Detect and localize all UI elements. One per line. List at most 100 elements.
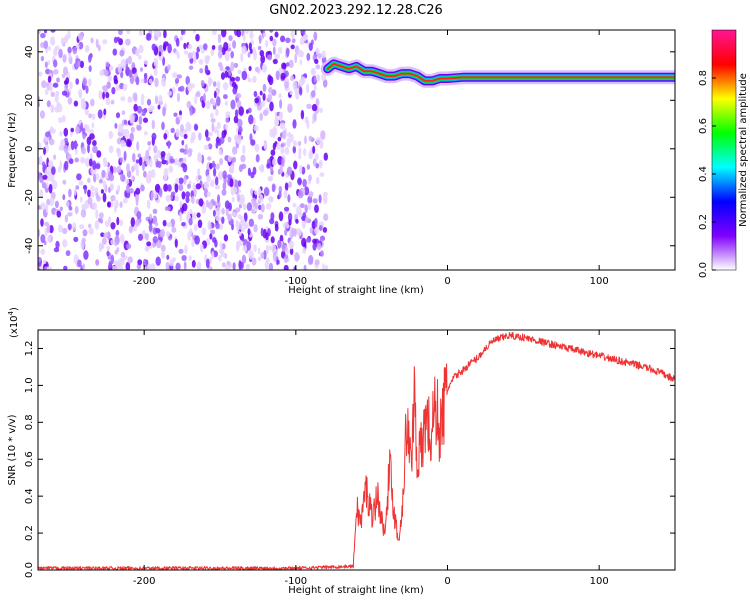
colorbar-label: Normalized spectral amplitude	[738, 73, 749, 227]
spectrogram-noise-blob	[248, 114, 254, 125]
snr-ytick-label: 1.0	[24, 377, 35, 393]
spectrogram-noise-blob	[176, 74, 183, 79]
spectrogram-noise-blob	[143, 170, 147, 178]
spectrogram-noise-blob	[67, 146, 72, 151]
spectrogram-noise-blob	[179, 148, 185, 153]
chart-title: GN02.2023.292.12.28.C26	[269, 3, 443, 18]
spectrogram-noise-blob	[183, 261, 187, 270]
spectrogram-noise-blob	[197, 168, 201, 178]
spectrogram-noise-blob	[161, 121, 165, 131]
spectrogram-noise-blob	[237, 214, 242, 220]
spectrogram-noise-blob	[205, 136, 211, 142]
spectrogram-noise-blob	[127, 55, 132, 65]
spectrogram-noise-blob	[299, 203, 305, 209]
spectrogram-noise-blob	[75, 78, 79, 85]
spectrogram-noise-blob	[254, 143, 260, 153]
spectrogram-noise-blob	[116, 36, 120, 42]
spectrogram-noise-blob	[123, 128, 130, 139]
spectrogram-noise-blob	[40, 218, 44, 227]
spectrogram-noise-blob	[240, 52, 244, 63]
spectrogram-noise-blob	[203, 144, 210, 150]
spectrogram-noise-blob	[72, 222, 77, 232]
spectrogram-noise-blob	[88, 227, 94, 235]
spectrogram-noise-blob	[69, 81, 73, 90]
spectrogram-noise-blob	[311, 118, 315, 124]
spectrogram-noise-blob	[177, 161, 181, 168]
spectrogram-noise-blob	[169, 158, 175, 164]
spectrogram-noise-blob	[298, 147, 302, 157]
spectrogram-noise-blob	[43, 30, 48, 34]
spectrogram-noise-blob	[294, 53, 298, 64]
spectrogram-noise-blob	[160, 251, 165, 259]
spectrogram-noise-blob	[97, 44, 101, 52]
spectrogram-noise-blob	[144, 131, 148, 136]
spectrogram-noise-blob	[175, 262, 181, 270]
spectrogram-noise-blob	[66, 201, 70, 207]
spectrogram-noise-blob	[125, 138, 131, 147]
spectrogram-noise-blob	[315, 153, 319, 161]
spectrogram-noise-blob	[172, 72, 178, 78]
spectrogram-noise-blob	[151, 43, 156, 51]
spectrogram-noise-blob	[288, 181, 292, 188]
spectrogram-noise-blob	[232, 81, 237, 88]
spectrogram-noise-blob	[224, 264, 230, 270]
spectrogram-noise-blob	[39, 189, 44, 198]
spectrogram-noise-blob	[75, 43, 80, 49]
spectrogram-noise-blob	[222, 82, 229, 90]
spectrogram-noise-blob	[142, 161, 145, 171]
spectrogram-noise-blob	[187, 183, 191, 189]
spectrogram-noise-blob	[95, 173, 100, 180]
spectrogram-noise-blob	[196, 261, 202, 270]
spectrogram-noise-blob	[48, 82, 53, 92]
spectrogram-noise-blob	[110, 99, 115, 105]
spectrogram-noise-blob	[253, 125, 259, 132]
spectrogram-noise-blob	[181, 140, 185, 146]
spectrogram-noise-blob	[313, 31, 318, 41]
spectrogram-noise-blob	[236, 193, 241, 202]
spectrogram-noise-blob	[82, 99, 86, 108]
spectrogram-noise-blob	[276, 259, 280, 265]
spectrogram-noise-blob	[322, 194, 328, 205]
spectrogram-noise-blob	[232, 87, 238, 95]
spectrogram-noise-blob	[232, 146, 238, 155]
spectrogram-noise-blob	[49, 126, 54, 133]
spectrogram-noise-blob	[195, 91, 201, 97]
spectrogram-noise-blob	[198, 132, 202, 141]
spectrogram-noise-blob	[265, 232, 269, 241]
spectrogram-noise-blob	[58, 166, 61, 174]
snr-scale-label: (x104)	[7, 307, 20, 338]
spectrogram-noise-blob	[245, 263, 251, 270]
spectrogram-noise-blob	[115, 112, 121, 119]
spectrogram-noise-blob	[274, 223, 279, 232]
spectrogram-noise-blob	[231, 196, 235, 203]
spectrogram-noise-blob	[228, 68, 232, 76]
spectrogram-noise-blob	[158, 94, 163, 103]
spectrogram-noise-blob	[166, 254, 170, 260]
spectrogram-noise-blob	[67, 46, 72, 54]
spectrogram-noise-blob	[253, 244, 257, 253]
spectrogram-noise-blob	[159, 229, 166, 238]
spectrogram-noise-blob	[70, 140, 75, 151]
snr-ytick-label: 0.2	[24, 525, 35, 541]
spectrogram-noise-blob	[272, 46, 276, 55]
spectrogram-noise-blob	[254, 97, 260, 104]
spectrogram-noise-blob	[307, 195, 313, 204]
spectrogram-noise-blob	[85, 85, 89, 94]
spectrogram-noise-blob	[125, 184, 130, 194]
spectrogram-noise-blob	[300, 30, 306, 35]
spectrogram-noise-blob	[315, 137, 322, 145]
spectrogram-noise-blob	[178, 248, 184, 254]
colorbar-gradient	[711, 29, 737, 271]
spectrogram-noise-blob	[279, 164, 283, 175]
spectrogram-noise-blob	[237, 221, 243, 230]
spectrogram-noise-blob	[151, 132, 157, 141]
spectrogram-noise-blob	[105, 172, 109, 180]
spectrogram-noise-blob	[225, 206, 229, 217]
spectrogram-noise-blob	[229, 164, 235, 175]
spectrogram-noise-blob	[55, 240, 60, 249]
spectrogram-noise-blob	[292, 202, 297, 208]
spectrogram-noise-blob	[131, 67, 137, 75]
spectrogram-noise-blob	[100, 189, 104, 194]
spectrogram-noise-blob	[102, 91, 105, 100]
spectrogram-noise-blob	[213, 126, 218, 134]
